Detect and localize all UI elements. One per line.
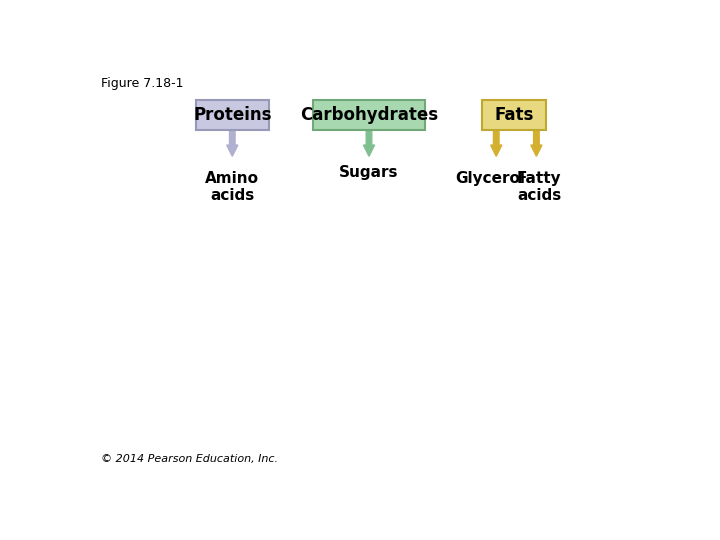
Text: Figure 7.18-1: Figure 7.18-1 bbox=[101, 77, 184, 90]
Text: Amino
acids: Amino acids bbox=[205, 171, 259, 203]
Text: Proteins: Proteins bbox=[193, 106, 271, 124]
FancyBboxPatch shape bbox=[313, 100, 425, 130]
Text: © 2014 Pearson Education, Inc.: © 2014 Pearson Education, Inc. bbox=[101, 454, 278, 464]
FancyArrow shape bbox=[227, 131, 238, 156]
Text: Glycerol: Glycerol bbox=[456, 171, 526, 186]
FancyArrow shape bbox=[531, 131, 542, 156]
Text: Sugars: Sugars bbox=[339, 165, 399, 180]
FancyBboxPatch shape bbox=[482, 100, 546, 130]
Text: Carbohydrates: Carbohydrates bbox=[300, 106, 438, 124]
FancyArrow shape bbox=[364, 131, 374, 156]
Text: Fats: Fats bbox=[495, 106, 534, 124]
Text: Fatty
acids: Fatty acids bbox=[517, 171, 562, 203]
FancyArrow shape bbox=[490, 131, 502, 156]
FancyBboxPatch shape bbox=[196, 100, 269, 130]
